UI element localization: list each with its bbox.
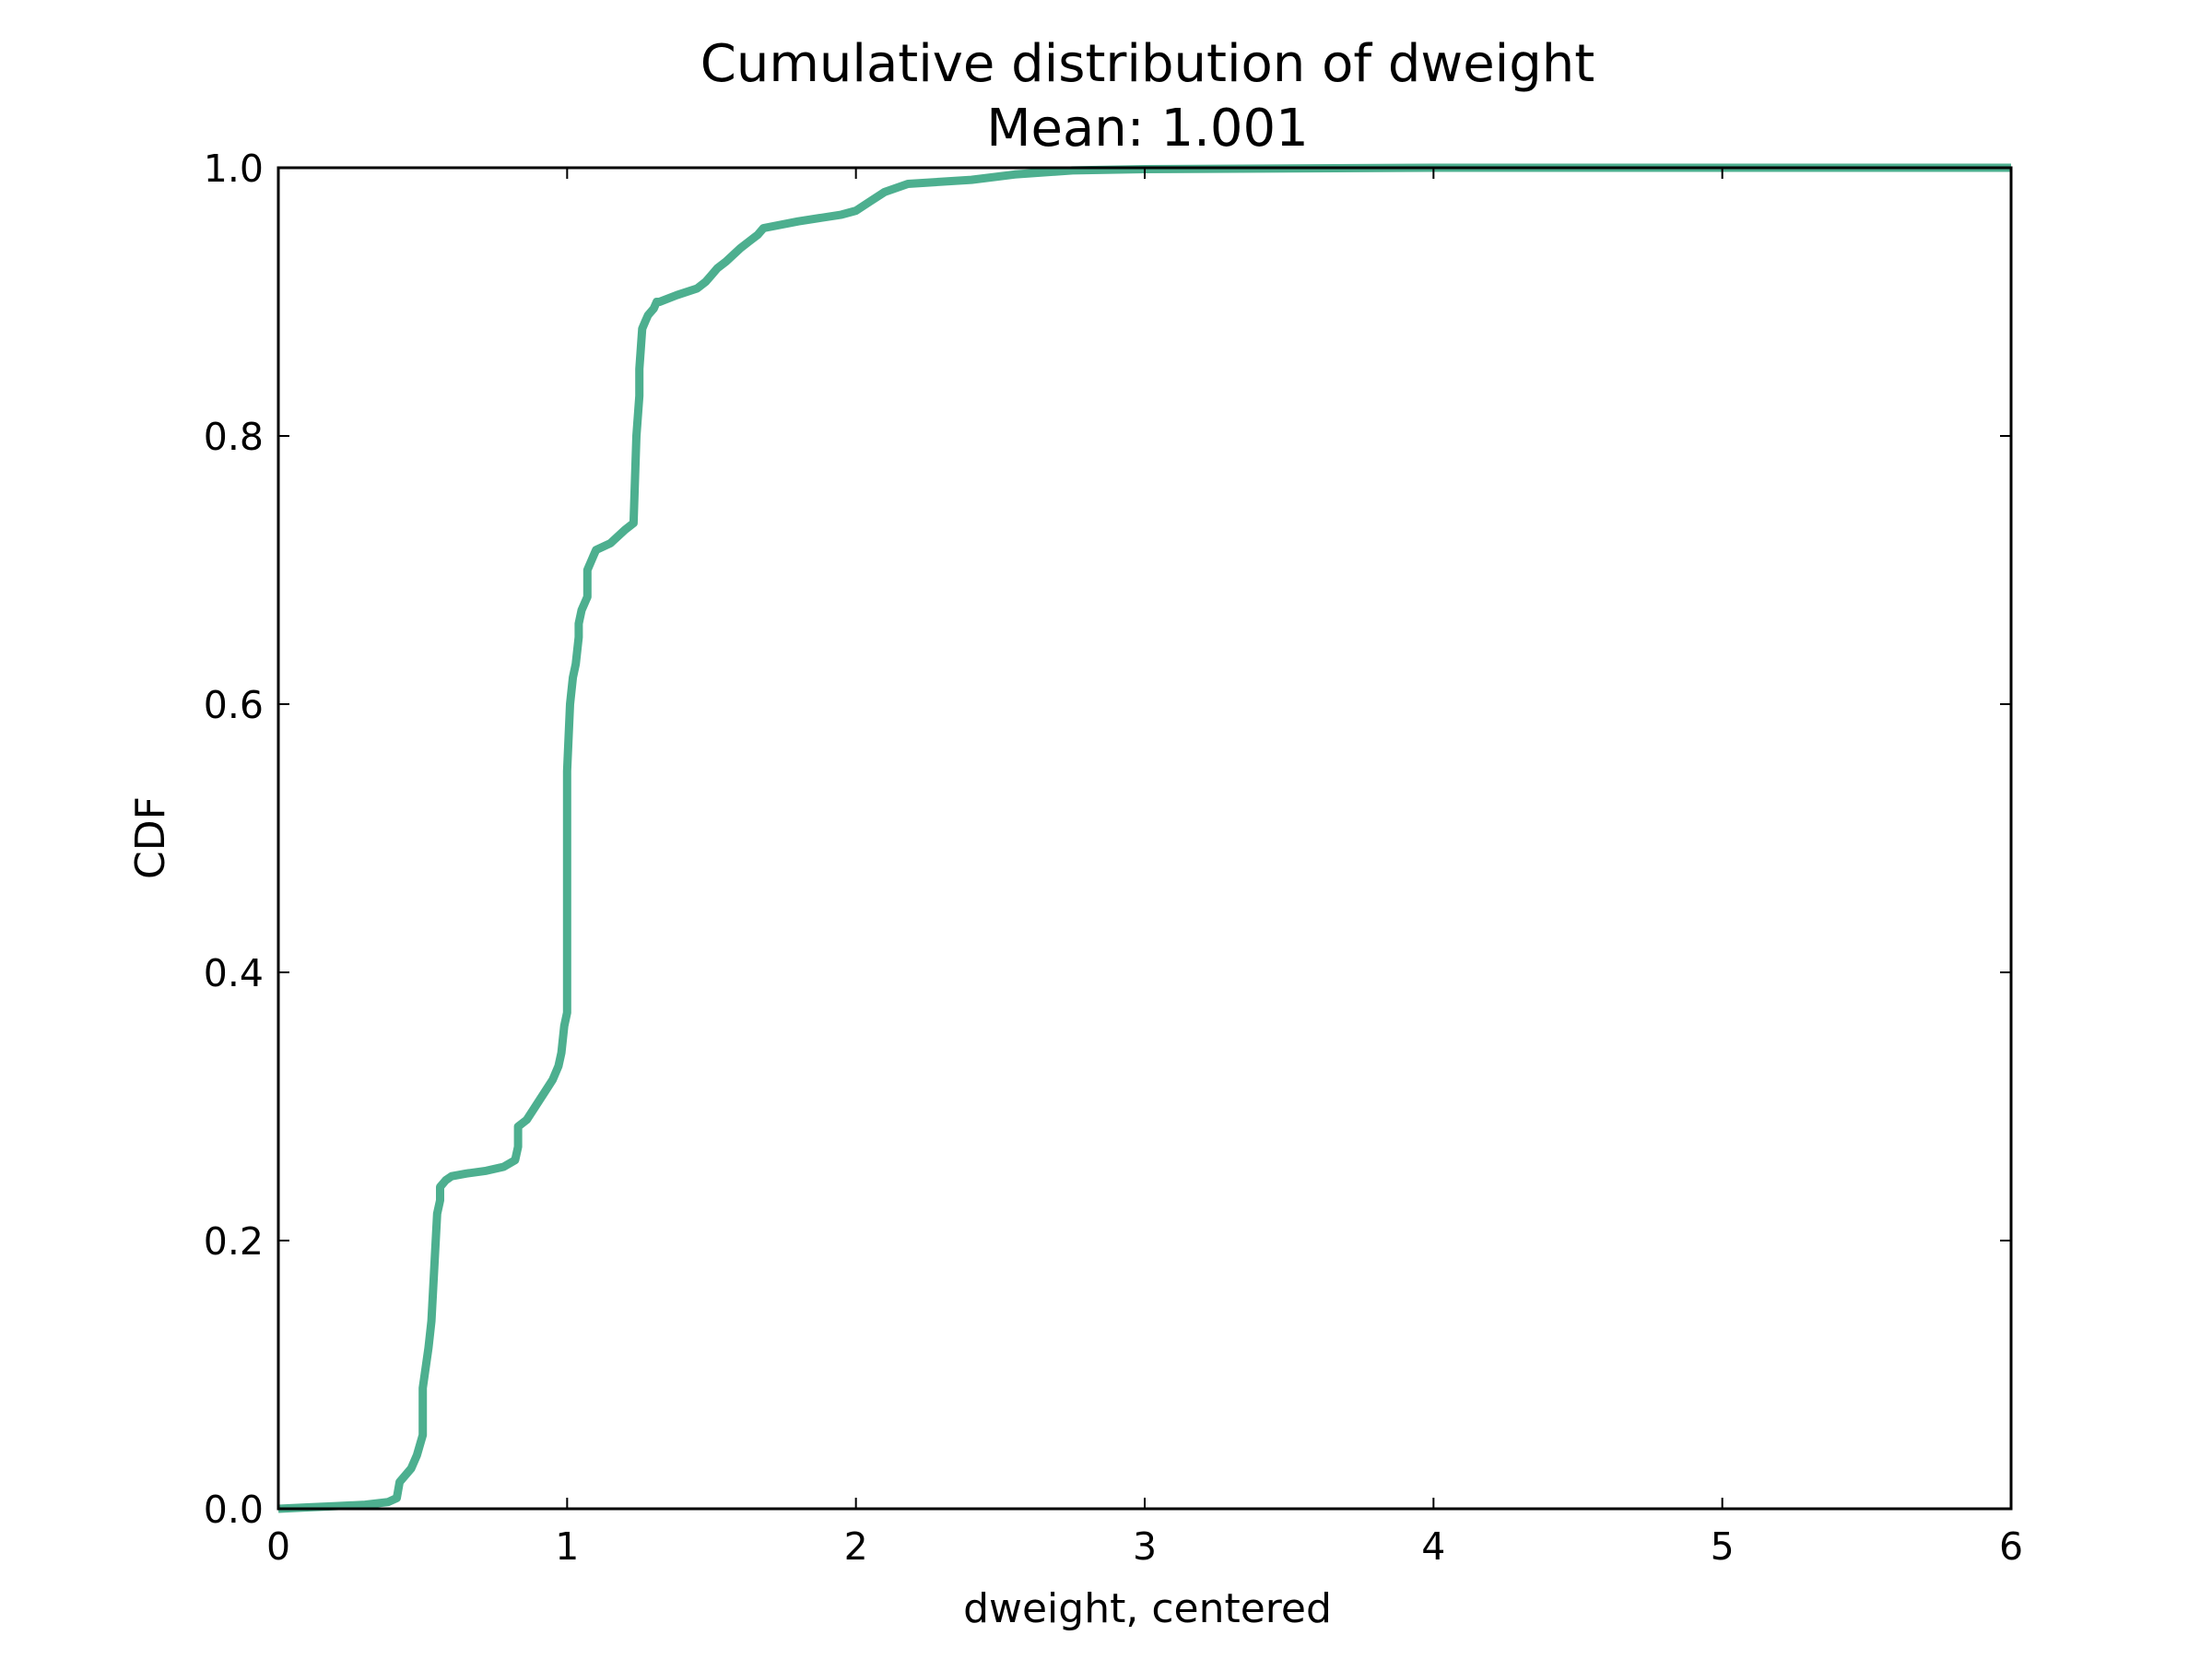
y-tick-label: 0.4 [204,951,264,995]
chart-subtitle: Mean: 1.001 [986,99,1309,159]
y-tick-label: 0.8 [204,415,264,459]
x-tick-label: 0 [266,1524,290,1569]
y-tick-label: 1.0 [204,147,264,191]
ticks-layer: 0 1 2 3 4 5 6 0.0 0.2 0.4 0.6 0.8 1.0 [204,147,2023,1569]
chart-title: Cumulative distribution of dweight [700,34,1594,94]
cdf-line [277,163,2011,1513]
y-tick-label: 0.6 [204,683,264,727]
x-tick-label: 5 [1711,1524,1735,1569]
plot-frame [276,166,2013,1511]
series-layer [277,163,2011,1513]
x-tick-label: 4 [1421,1524,1445,1569]
x-tick-label: 3 [1133,1524,1157,1569]
y-axis-label: CDF [127,796,174,879]
y-tick-label: 0.0 [204,1488,264,1532]
x-tick-label: 6 [1999,1524,2023,1569]
y-tick-label: 0.2 [204,1219,264,1264]
x-tick-label: 1 [555,1524,579,1569]
x-axis-label: dweight, centered [963,1585,1332,1632]
x-tick-label: 2 [844,1524,868,1569]
